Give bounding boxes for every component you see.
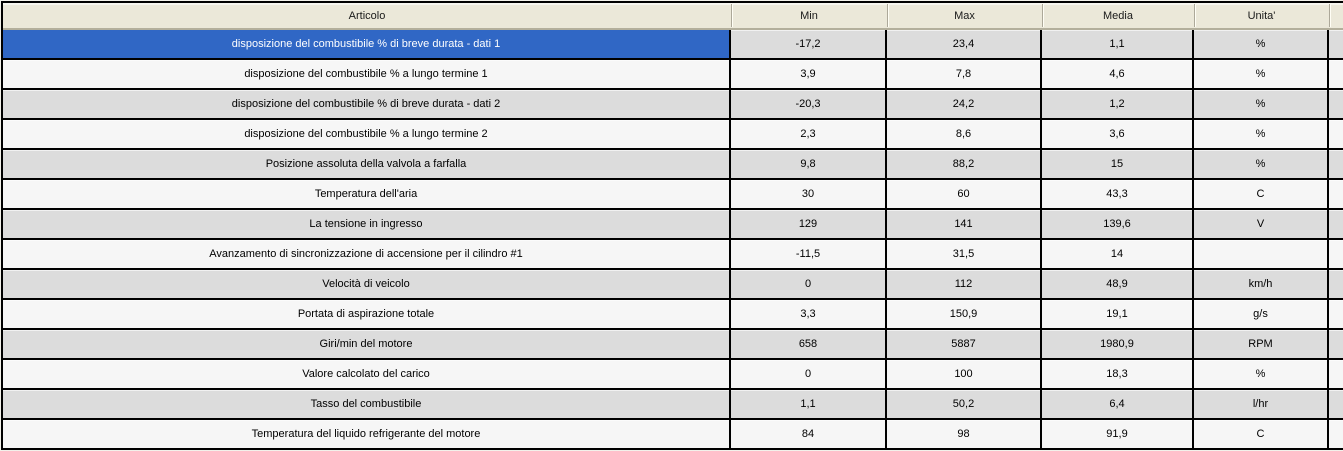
- cell-articolo-row-13[interactable]: Tasso del combustibile: [3, 390, 731, 420]
- column-header-articolo[interactable]: Articolo: [3, 3, 731, 30]
- cell-min-row-10[interactable]: 3,3: [731, 300, 887, 330]
- column-header-filler: [1329, 3, 1343, 30]
- cell-min-row-1[interactable]: -17,2: [731, 30, 887, 60]
- column-header-min[interactable]: Min: [731, 3, 887, 30]
- cell-unita-row-7[interactable]: V: [1194, 210, 1329, 240]
- cell-media-row-7[interactable]: 139,6: [1042, 210, 1194, 240]
- cell-unita-row-5[interactable]: %: [1194, 150, 1329, 180]
- cell-max-row-6[interactable]: 60: [887, 180, 1042, 210]
- cell-media-row-2[interactable]: 4,6: [1042, 60, 1194, 90]
- cell-min-row-12[interactable]: 0: [731, 360, 887, 390]
- filler-cell-row-13: [1329, 390, 1343, 420]
- cell-min-row-9[interactable]: 0: [731, 270, 887, 300]
- cell-unita-row-3[interactable]: %: [1194, 90, 1329, 120]
- cell-max-row-7[interactable]: 141: [887, 210, 1042, 240]
- cell-min-row-4[interactable]: 2,3: [731, 120, 887, 150]
- cell-min-row-6[interactable]: 30: [731, 180, 887, 210]
- filler-cell-row-8: [1329, 240, 1343, 270]
- filler-cell-row-5: [1329, 150, 1343, 180]
- filler-cell-row-4: [1329, 120, 1343, 150]
- cell-min-row-2[interactable]: 3,9: [731, 60, 887, 90]
- cell-unita-row-12[interactable]: %: [1194, 360, 1329, 390]
- cell-max-row-11[interactable]: 5887: [887, 330, 1042, 360]
- cell-unita-row-11[interactable]: RPM: [1194, 330, 1329, 360]
- cell-max-row-1[interactable]: 23,4: [887, 30, 1042, 60]
- cell-min-row-7[interactable]: 129: [731, 210, 887, 240]
- cell-max-row-8[interactable]: 31,5: [887, 240, 1042, 270]
- filler-cell-row-9: [1329, 270, 1343, 300]
- cell-articolo-row-6[interactable]: Temperatura dell'aria: [3, 180, 731, 210]
- cell-unita-row-8[interactable]: [1194, 240, 1329, 270]
- cell-max-row-12[interactable]: 100: [887, 360, 1042, 390]
- cell-articolo-row-9[interactable]: Velocità di veicolo: [3, 270, 731, 300]
- cell-articolo-row-14[interactable]: Temperatura del liquido refrigerante del…: [3, 420, 731, 448]
- cell-articolo-row-3[interactable]: disposizione del combustibile % di breve…: [3, 90, 731, 120]
- cell-max-row-5[interactable]: 88,2: [887, 150, 1042, 180]
- cell-articolo-row-7[interactable]: La tensione in ingresso: [3, 210, 731, 240]
- cell-articolo-row-10[interactable]: Portata di aspirazione totale: [3, 300, 731, 330]
- filler-cell-row-6: [1329, 180, 1343, 210]
- cell-unita-row-9[interactable]: km/h: [1194, 270, 1329, 300]
- statistics-grid: Articolo Min Max Media Unita' disposizione de…: [3, 3, 1343, 448]
- filler-cell-row-7: [1329, 210, 1343, 240]
- cell-media-row-9[interactable]: 48,9: [1042, 270, 1194, 300]
- filler-cell-row-14: [1329, 420, 1343, 448]
- cell-unita-row-4[interactable]: %: [1194, 120, 1329, 150]
- filler-cell-row-10: [1329, 300, 1343, 330]
- cell-unita-row-14[interactable]: C: [1194, 420, 1329, 448]
- cell-media-row-11[interactable]: 1980,9: [1042, 330, 1194, 360]
- cell-min-row-3[interactable]: -20,3: [731, 90, 887, 120]
- column-header-media[interactable]: Media: [1042, 3, 1194, 30]
- cell-articolo-row-1[interactable]: disposizione del combustibile % di breve…: [3, 30, 731, 60]
- cell-articolo-row-11[interactable]: Giri/min del motore: [3, 330, 731, 360]
- cell-unita-row-1[interactable]: %: [1194, 30, 1329, 60]
- column-header-unita[interactable]: Unita': [1194, 3, 1329, 30]
- cell-max-row-2[interactable]: 7,8: [887, 60, 1042, 90]
- cell-media-row-10[interactable]: 19,1: [1042, 300, 1194, 330]
- cell-max-row-13[interactable]: 50,2: [887, 390, 1042, 420]
- cell-unita-row-13[interactable]: l/hr: [1194, 390, 1329, 420]
- filler-cell-row-2: [1329, 60, 1343, 90]
- cell-articolo-row-4[interactable]: disposizione del combustibile % a lungo …: [3, 120, 731, 150]
- cell-max-row-10[interactable]: 150,9: [887, 300, 1042, 330]
- filler-cell-row-12: [1329, 360, 1343, 390]
- cell-articolo-row-5[interactable]: Posizione assoluta della valvola a farfa…: [3, 150, 731, 180]
- column-header-max[interactable]: Max: [887, 3, 1042, 30]
- cell-min-row-13[interactable]: 1,1: [731, 390, 887, 420]
- cell-media-row-6[interactable]: 43,3: [1042, 180, 1194, 210]
- cell-media-row-8[interactable]: 14: [1042, 240, 1194, 270]
- cell-media-row-5[interactable]: 15: [1042, 150, 1194, 180]
- cell-max-row-14[interactable]: 98: [887, 420, 1042, 448]
- cell-media-row-14[interactable]: 91,9: [1042, 420, 1194, 448]
- cell-media-row-1[interactable]: 1,1: [1042, 30, 1194, 60]
- cell-articolo-row-12[interactable]: Valore calcolato del carico: [3, 360, 731, 390]
- cell-media-row-3[interactable]: 1,2: [1042, 90, 1194, 120]
- cell-unita-row-6[interactable]: C: [1194, 180, 1329, 210]
- cell-min-row-14[interactable]: 84: [731, 420, 887, 448]
- cell-min-row-8[interactable]: -11,5: [731, 240, 887, 270]
- cell-min-row-11[interactable]: 658: [731, 330, 887, 360]
- cell-max-row-4[interactable]: 8,6: [887, 120, 1042, 150]
- cell-articolo-row-8[interactable]: Avanzamento di sincronizzazione di accen…: [3, 240, 731, 270]
- filler-cell-row-11: [1329, 330, 1343, 360]
- cell-min-row-5[interactable]: 9,8: [731, 150, 887, 180]
- filler-cell-row-3: [1329, 90, 1343, 120]
- cell-media-row-12[interactable]: 18,3: [1042, 360, 1194, 390]
- filler-cell-row-1: [1329, 30, 1343, 60]
- cell-media-row-4[interactable]: 3,6: [1042, 120, 1194, 150]
- cell-media-row-13[interactable]: 6,4: [1042, 390, 1194, 420]
- cell-articolo-row-2[interactable]: disposizione del combustibile % a lungo …: [3, 60, 731, 90]
- cell-unita-row-10[interactable]: g/s: [1194, 300, 1329, 330]
- cell-unita-row-2[interactable]: %: [1194, 60, 1329, 90]
- cell-max-row-9[interactable]: 112: [887, 270, 1042, 300]
- cell-max-row-3[interactable]: 24,2: [887, 90, 1042, 120]
